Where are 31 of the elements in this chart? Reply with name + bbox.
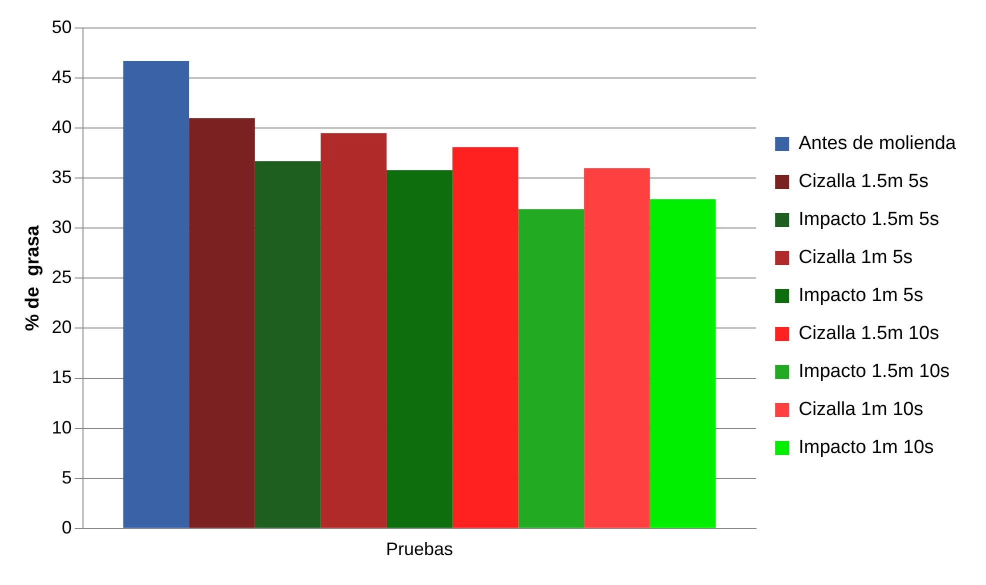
y-axis-title: % de grasa <box>22 224 44 332</box>
y-tick-label: 50 <box>52 16 72 37</box>
bar <box>386 170 452 528</box>
y-tick-label: 10 <box>52 417 72 438</box>
bar <box>189 118 255 528</box>
x-tick-label: Pruebas <box>386 539 453 560</box>
bar <box>584 168 650 528</box>
bar <box>254 161 321 528</box>
y-tick-label: 25 <box>52 267 72 288</box>
legend-label: Impacto 1.5m 10s <box>798 361 950 382</box>
y-tick-label: 15 <box>52 367 72 388</box>
legend-label: Cizalla 1.5m 5s <box>798 171 929 192</box>
y-tick-label: 45 <box>52 67 72 88</box>
y-tick-label: 30 <box>52 217 72 238</box>
y-tick-label: 35 <box>52 167 72 188</box>
legend-label: Impacto 1.5m 5s <box>798 209 940 230</box>
legend-label: Cizalla 1.5m 10s <box>798 323 940 344</box>
legend-label: Cizalla 1m 5s <box>798 247 913 268</box>
bar <box>452 147 518 528</box>
bar <box>123 61 190 528</box>
bar <box>650 199 716 528</box>
y-tick-label: 5 <box>62 467 72 488</box>
legend-label: Cizalla 1m 10s <box>798 399 924 420</box>
y-tick-label: 20 <box>52 317 72 338</box>
legend-label: Antes de molienda <box>798 133 956 154</box>
legend-label: Impacto 1m 5s <box>798 285 924 306</box>
legend-label: Impacto 1m 10s <box>798 437 934 458</box>
bar <box>320 133 387 528</box>
y-tick-label: 40 <box>52 117 72 138</box>
y-tick-label: 0 <box>62 517 72 538</box>
bar <box>518 209 584 528</box>
